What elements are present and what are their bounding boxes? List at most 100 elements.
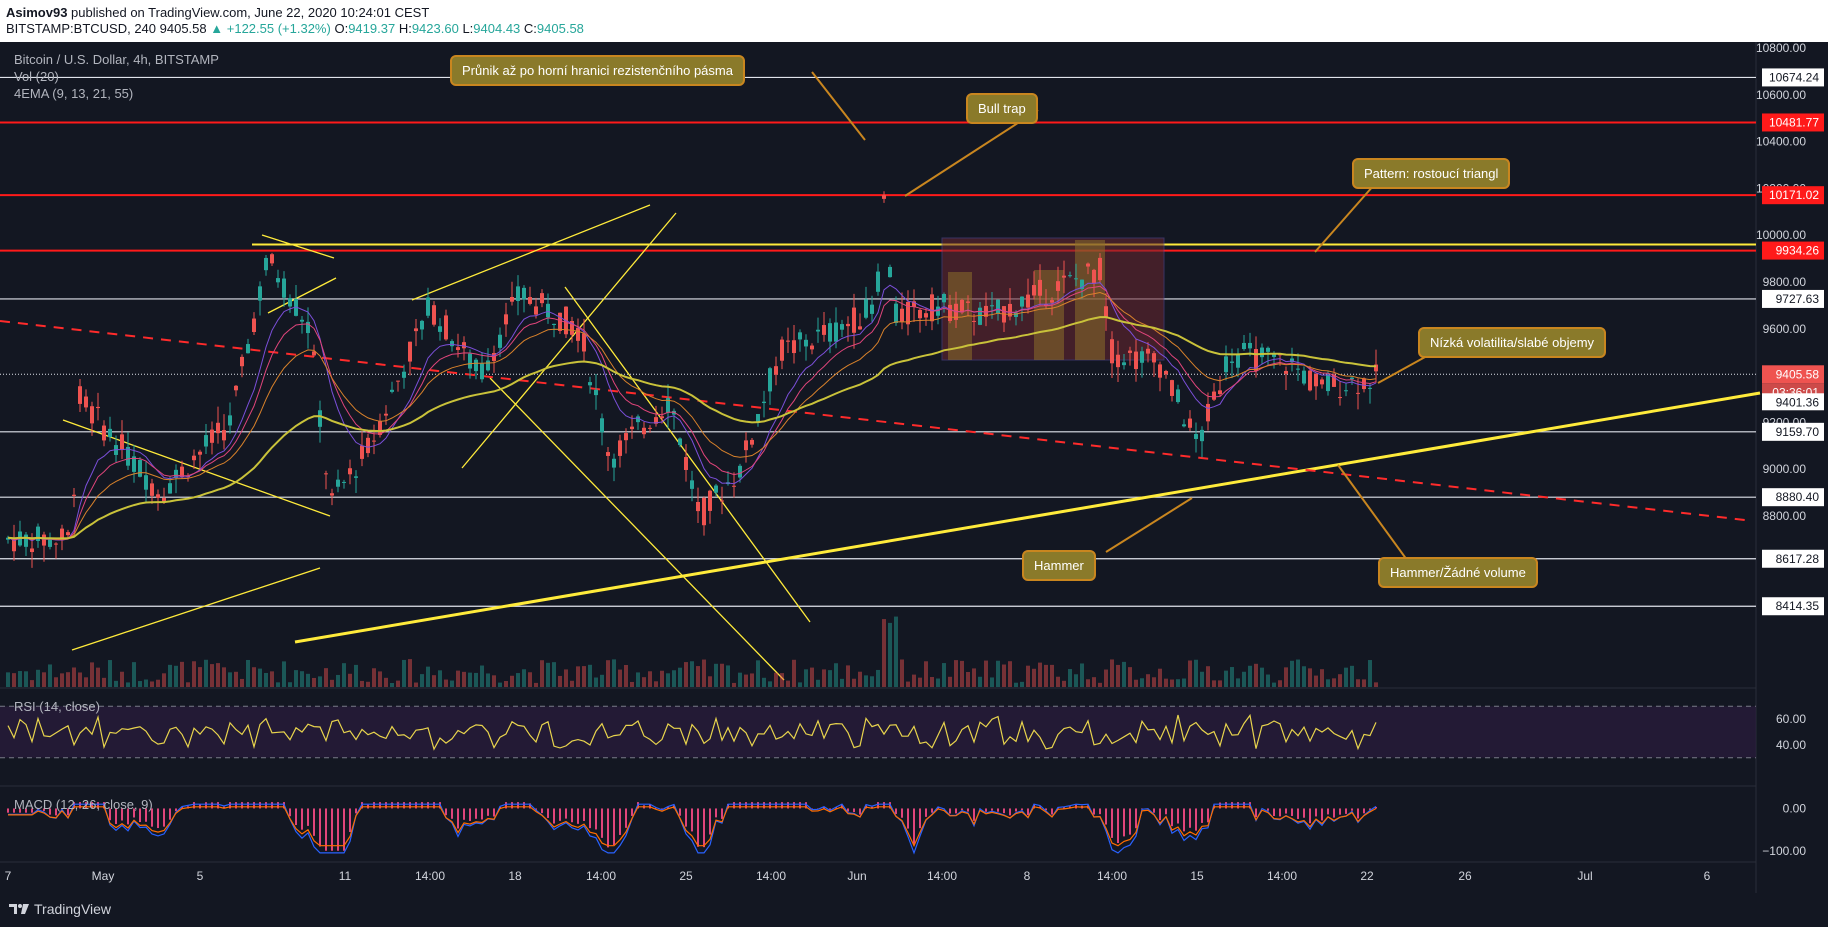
volume-bar — [486, 673, 490, 687]
time-tick-label: 18 — [508, 869, 522, 883]
candle-body — [396, 380, 400, 382]
volume-bar — [372, 668, 376, 687]
macd-histogram-bar — [1309, 808, 1311, 824]
volume-bar — [522, 669, 526, 687]
candle-body — [1308, 370, 1312, 391]
candle-body — [282, 278, 286, 298]
rsi-tick-label: 60.00 — [1776, 712, 1806, 726]
volume-bar — [348, 673, 352, 687]
candle-body — [420, 320, 424, 330]
candle-body — [582, 333, 586, 352]
candle-body — [162, 498, 166, 503]
time-tick-label: 14:00 — [586, 869, 616, 883]
candle-body — [834, 322, 838, 342]
candle-body — [786, 340, 790, 342]
author-name[interactable]: Asimov93 — [6, 5, 68, 20]
candle-body — [600, 418, 604, 433]
macd-histogram-bar — [739, 802, 741, 809]
macd-histogram-bar — [373, 802, 375, 809]
trend-line — [62, 419, 331, 517]
macd-histogram-bar — [1297, 808, 1299, 819]
time-tick-label: 15 — [1190, 869, 1204, 883]
macd-histogram-bar — [1243, 802, 1245, 809]
volume-bar — [402, 659, 406, 687]
macd-histogram-bar — [1219, 802, 1221, 809]
volume-bar — [1092, 677, 1096, 687]
volume-bar — [1188, 660, 1192, 687]
macd-histogram-bar — [79, 802, 81, 809]
volume-bar — [414, 682, 418, 687]
macd-legend: MACD (12, 26, close, 9) — [14, 797, 153, 812]
macd-histogram-bar — [295, 808, 297, 826]
macd-histogram-bar — [1015, 808, 1017, 812]
candle-body — [678, 438, 682, 446]
candle-body — [804, 339, 808, 347]
volume-bar — [300, 671, 304, 687]
ema-price-label: 9401.36 — [1776, 395, 1820, 409]
macd-histogram-bar — [1207, 808, 1209, 823]
volume-bar — [750, 673, 754, 687]
candle-body — [384, 413, 388, 416]
candle-body — [1242, 342, 1246, 350]
macd-histogram-bar — [1027, 808, 1029, 816]
candle-body — [594, 389, 598, 396]
candle-body — [1116, 354, 1120, 368]
macd-histogram-bar — [793, 802, 795, 809]
volume-bar — [1242, 671, 1246, 687]
volume-bar — [942, 663, 946, 687]
macd-histogram-bar — [763, 802, 765, 809]
volume-bar — [1302, 666, 1306, 687]
candle-body — [192, 455, 196, 461]
macd-histogram-bar — [883, 802, 885, 809]
candle-body — [636, 416, 640, 423]
candle-body — [546, 303, 550, 318]
volume-bar — [774, 672, 778, 687]
ema-legend: 4EMA (9, 13, 21, 55) — [14, 86, 134, 101]
macd-histogram-bar — [1159, 808, 1161, 821]
macd-histogram-bar — [235, 802, 237, 809]
macd-tick-label: 0.00 — [1783, 801, 1807, 815]
macd-histogram-bar — [67, 808, 69, 816]
candle-body — [234, 385, 238, 391]
candle-body — [144, 475, 148, 490]
volume-bar — [834, 663, 838, 687]
candle-body — [1080, 279, 1084, 289]
candle-body — [1068, 275, 1072, 277]
volume-bar — [642, 677, 646, 687]
macd-histogram-bar — [1105, 808, 1107, 825]
candle-body — [540, 293, 544, 304]
macd-histogram-bar — [823, 807, 825, 809]
macd-histogram-bar — [259, 802, 261, 809]
chart-canvas[interactable]: 10800.0010600.0010400.0010200.0010000.00… — [0, 42, 1828, 893]
volume-bar — [72, 667, 76, 687]
candle-body — [366, 437, 370, 454]
macd-histogram-bar — [217, 802, 219, 809]
candle-body — [996, 299, 1000, 314]
macd-histogram-bar — [853, 808, 855, 813]
candle-body — [1272, 353, 1276, 357]
candle-body — [354, 476, 358, 478]
candle-body — [342, 481, 346, 483]
volume-bar — [660, 670, 664, 687]
time-tick-label: 14:00 — [415, 869, 445, 883]
red-level-label: 9934.26 — [1776, 244, 1820, 258]
price-tick-label: 8800.00 — [1763, 509, 1807, 523]
macd-histogram-bar — [1351, 808, 1353, 811]
tradingview-logo[interactable]: TradingView — [8, 901, 111, 917]
macd-histogram-bar — [1237, 802, 1239, 809]
macd-histogram-bar — [319, 808, 321, 847]
volume-bar — [1224, 670, 1228, 687]
candle-body — [54, 543, 58, 545]
candle-body — [930, 294, 934, 322]
time-tick-label: 8 — [1024, 869, 1031, 883]
candle-body — [336, 479, 340, 487]
candle-body — [882, 195, 886, 199]
macd-histogram-bar — [1189, 808, 1191, 828]
macd-histogram-bar — [277, 802, 279, 809]
macd-histogram-bar — [571, 808, 573, 823]
candle-body — [474, 359, 478, 372]
time-tick-label: 5 — [197, 869, 204, 883]
candle-body — [216, 422, 220, 434]
candle-body — [960, 299, 964, 313]
macd-histogram-bar — [1093, 808, 1095, 815]
